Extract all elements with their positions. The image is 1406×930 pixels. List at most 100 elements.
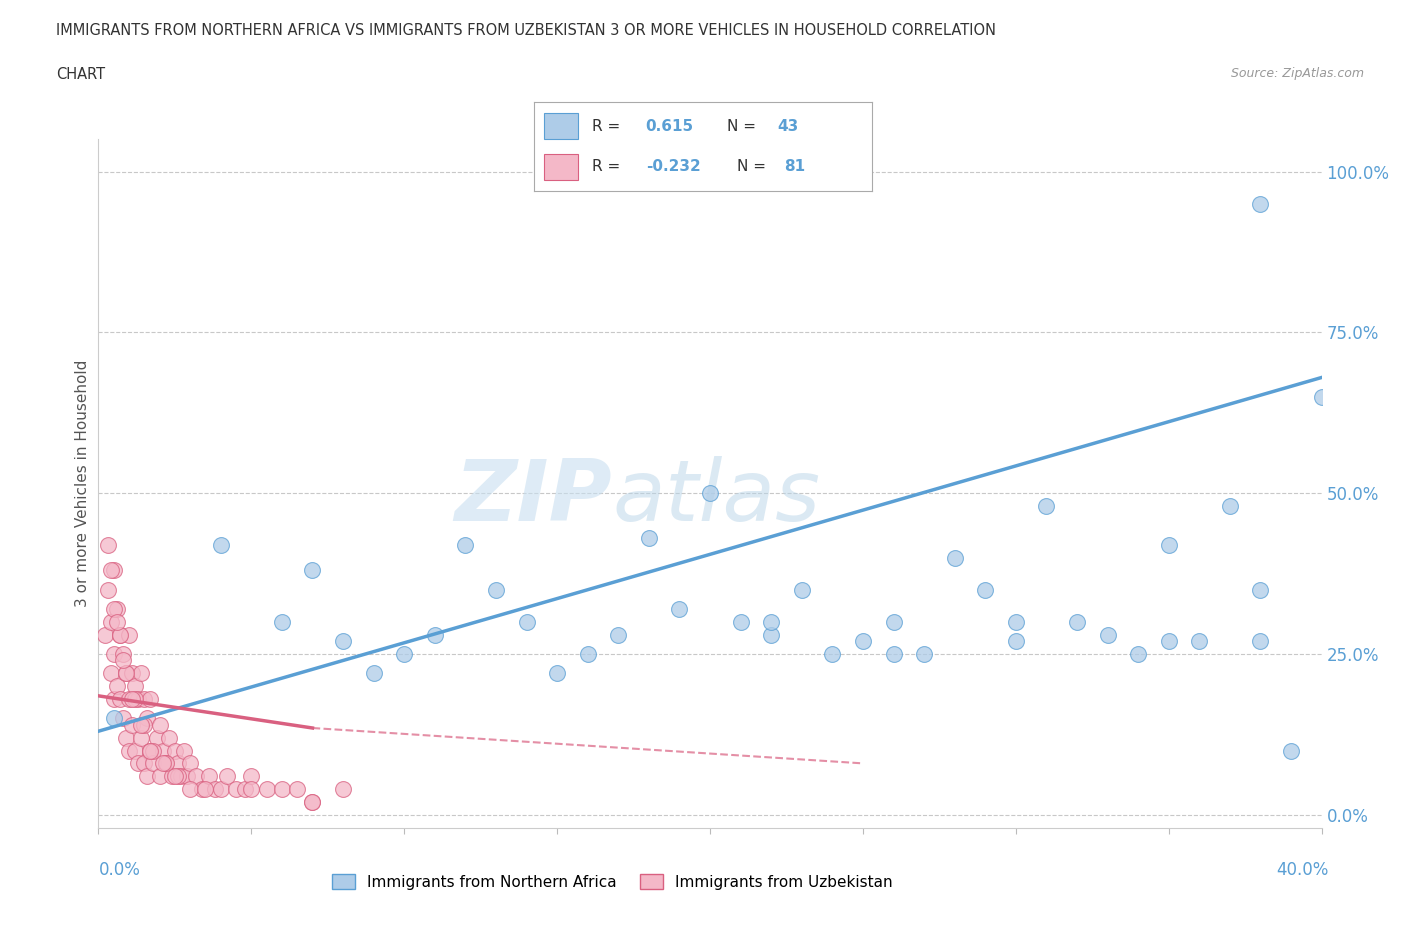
Point — [790, 582, 813, 597]
Point — [454, 538, 477, 552]
Point — [93, 628, 115, 643]
Point — [1097, 628, 1119, 643]
Point — [134, 756, 156, 771]
Point — [139, 692, 162, 707]
Point — [176, 769, 198, 784]
Point — [100, 666, 122, 681]
Y-axis label: 3 or more Vehicles in Household: 3 or more Vehicles in Household — [75, 360, 90, 607]
Point — [108, 692, 131, 707]
Point — [699, 485, 721, 500]
Point — [127, 692, 149, 707]
Point — [974, 582, 997, 597]
Text: IMMIGRANTS FROM NORTHERN AFRICA VS IMMIGRANTS FROM UZBEKISTAN 3 OR MORE VEHICLES: IMMIGRANTS FROM NORTHERN AFRICA VS IMMIG… — [56, 23, 997, 38]
Point — [852, 633, 875, 648]
Point — [363, 666, 385, 681]
Point — [118, 628, 141, 643]
Point — [100, 563, 122, 578]
Text: R =: R = — [592, 119, 624, 134]
Point — [191, 782, 214, 797]
Point — [1157, 633, 1180, 648]
Point — [127, 756, 149, 771]
Point — [139, 743, 162, 758]
Point — [97, 582, 120, 597]
Point — [129, 730, 152, 745]
Point — [301, 794, 323, 809]
Point — [270, 615, 292, 630]
Point — [118, 743, 141, 758]
Point — [423, 628, 446, 643]
Point — [668, 602, 690, 617]
Point — [108, 628, 131, 643]
Point — [209, 782, 232, 797]
Point — [155, 756, 177, 771]
Point — [1066, 615, 1088, 630]
Point — [108, 628, 131, 643]
Point — [173, 743, 195, 758]
Point — [240, 782, 263, 797]
Bar — [544, 153, 578, 180]
Point — [121, 666, 143, 681]
Point — [103, 692, 125, 707]
Point — [115, 666, 138, 681]
Text: atlas: atlas — [612, 456, 820, 538]
Text: 0.0%: 0.0% — [98, 860, 141, 879]
Point — [149, 717, 172, 732]
Point — [129, 717, 152, 732]
Point — [637, 531, 661, 546]
Point — [285, 782, 308, 797]
Point — [225, 782, 247, 797]
Point — [157, 730, 180, 745]
Point — [103, 646, 125, 661]
Point — [256, 782, 278, 797]
Point — [233, 782, 256, 797]
Point — [204, 782, 226, 797]
Point — [100, 615, 122, 630]
Point — [103, 563, 125, 578]
Point — [1249, 582, 1271, 597]
Point — [163, 743, 186, 758]
Point — [1035, 498, 1057, 513]
Point — [136, 769, 159, 784]
Text: R =: R = — [592, 159, 624, 174]
Point — [1188, 633, 1211, 648]
Point — [103, 602, 125, 617]
Text: ZIP: ZIP — [454, 456, 612, 538]
Text: 40.0%: 40.0% — [1277, 860, 1329, 879]
Point — [155, 756, 177, 771]
Point — [179, 782, 201, 797]
Point — [270, 782, 292, 797]
Point — [332, 782, 354, 797]
Point — [516, 615, 538, 630]
Point — [209, 538, 232, 552]
Point — [301, 563, 323, 578]
Point — [759, 615, 782, 630]
Point — [607, 628, 630, 643]
Text: 81: 81 — [785, 159, 806, 174]
Point — [152, 743, 174, 758]
Point — [179, 756, 201, 771]
Point — [301, 794, 323, 809]
Point — [152, 756, 174, 771]
Text: N =: N = — [737, 159, 770, 174]
Point — [139, 743, 162, 758]
Point — [103, 711, 125, 725]
Point — [392, 646, 416, 661]
Point — [142, 756, 165, 771]
Point — [142, 743, 165, 758]
Text: N =: N = — [727, 119, 761, 134]
Point — [332, 633, 354, 648]
Point — [1279, 743, 1302, 758]
Point — [115, 666, 138, 681]
Text: -0.232: -0.232 — [645, 159, 700, 174]
Point — [118, 692, 141, 707]
Point — [145, 730, 167, 745]
Point — [97, 538, 120, 552]
Point — [943, 551, 966, 565]
Point — [149, 769, 172, 784]
Point — [136, 711, 159, 725]
Point — [197, 769, 219, 784]
Point — [883, 646, 905, 661]
Point — [124, 743, 146, 758]
Text: CHART: CHART — [56, 67, 105, 82]
Point — [1249, 196, 1271, 211]
